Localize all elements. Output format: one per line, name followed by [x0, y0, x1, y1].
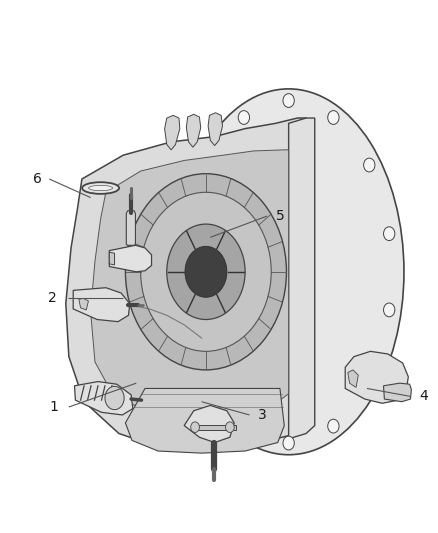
Circle shape	[105, 386, 124, 410]
Circle shape	[364, 372, 375, 385]
Polygon shape	[186, 114, 201, 147]
Polygon shape	[66, 118, 306, 449]
Circle shape	[328, 419, 339, 433]
Circle shape	[238, 111, 250, 124]
Polygon shape	[193, 424, 236, 430]
Circle shape	[202, 158, 214, 172]
Circle shape	[283, 94, 294, 108]
Circle shape	[328, 111, 339, 124]
Text: 6: 6	[33, 172, 42, 186]
Polygon shape	[79, 298, 88, 310]
Polygon shape	[208, 113, 223, 146]
Ellipse shape	[173, 89, 404, 455]
Circle shape	[191, 422, 199, 432]
Polygon shape	[73, 288, 130, 321]
Polygon shape	[125, 389, 284, 453]
Circle shape	[226, 422, 234, 432]
Polygon shape	[91, 150, 289, 415]
Polygon shape	[348, 370, 358, 387]
Polygon shape	[110, 252, 115, 265]
Text: 5: 5	[276, 209, 284, 223]
Circle shape	[202, 372, 214, 385]
Circle shape	[185, 246, 227, 297]
Polygon shape	[110, 245, 152, 272]
Circle shape	[283, 436, 294, 450]
Text: 2: 2	[48, 292, 57, 305]
Circle shape	[384, 303, 395, 317]
Circle shape	[364, 158, 375, 172]
Ellipse shape	[88, 185, 113, 191]
Polygon shape	[165, 115, 180, 150]
Circle shape	[125, 174, 286, 370]
Polygon shape	[345, 351, 408, 403]
Circle shape	[141, 192, 271, 351]
Text: 3: 3	[258, 408, 267, 422]
Polygon shape	[384, 383, 411, 402]
Ellipse shape	[82, 182, 119, 194]
Circle shape	[182, 303, 194, 317]
Polygon shape	[126, 211, 135, 245]
Circle shape	[384, 227, 395, 240]
Polygon shape	[289, 118, 315, 439]
Polygon shape	[184, 406, 234, 442]
Circle shape	[238, 419, 250, 433]
Text: 1: 1	[49, 400, 58, 414]
Circle shape	[182, 227, 194, 240]
Text: 4: 4	[419, 390, 428, 403]
Polygon shape	[74, 382, 133, 415]
Circle shape	[167, 224, 245, 319]
